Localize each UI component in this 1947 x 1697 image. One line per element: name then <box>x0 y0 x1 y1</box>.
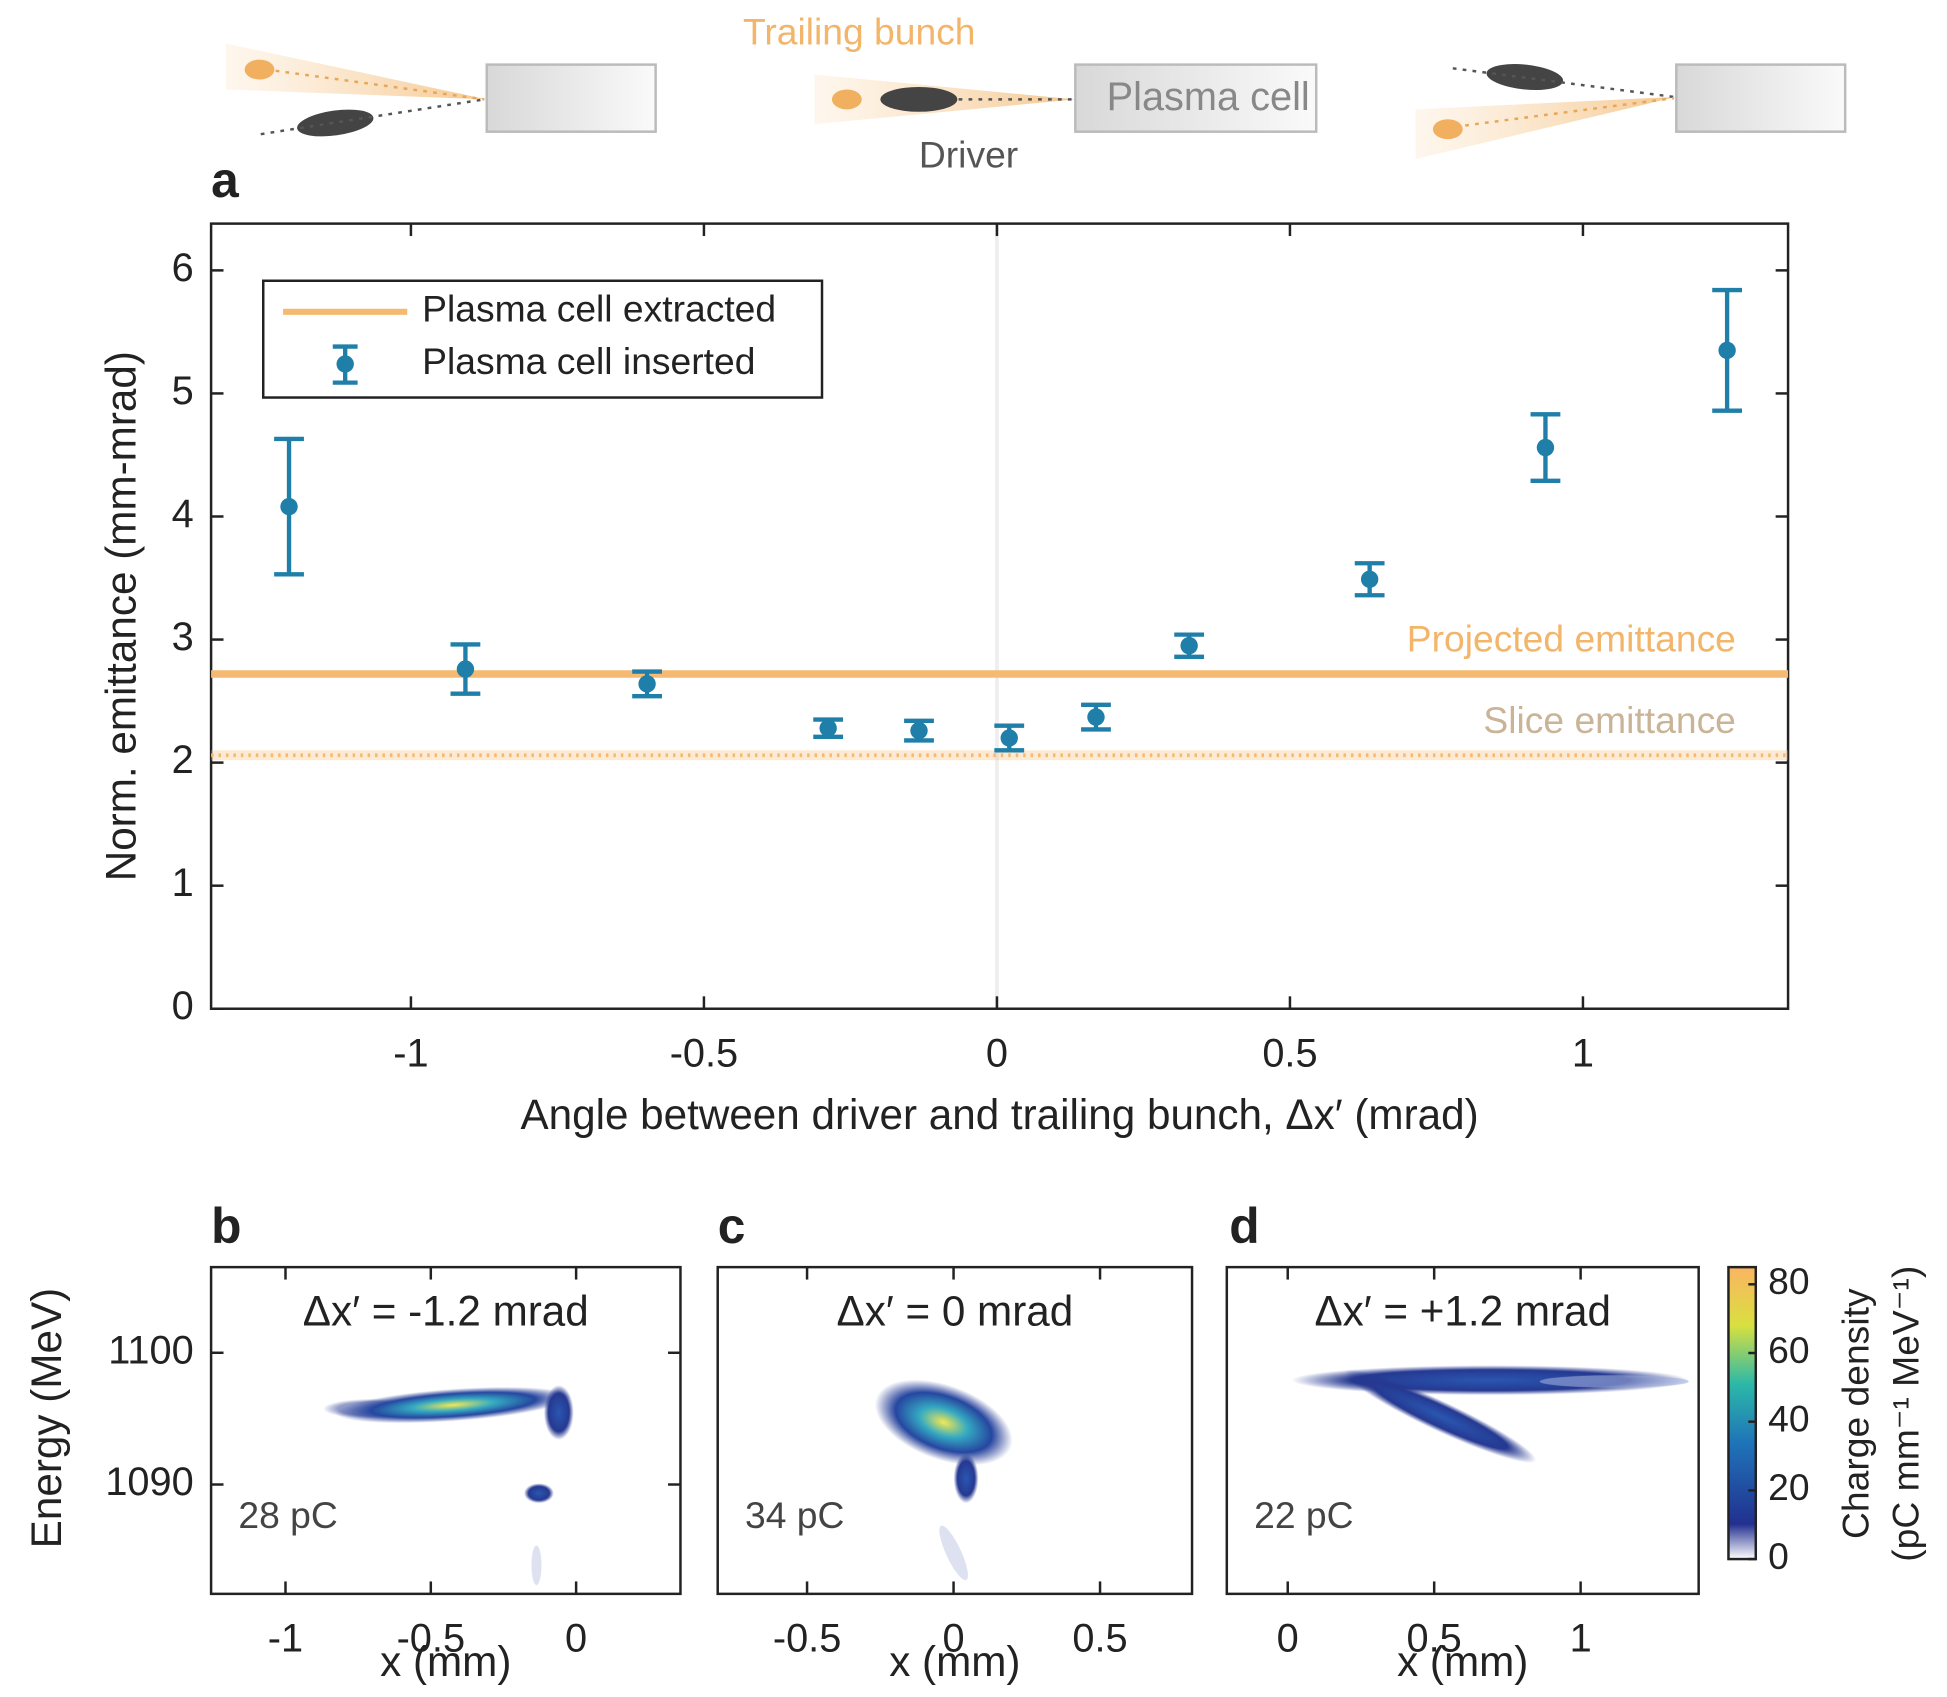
x-tick-label: 0 <box>1277 1617 1299 1661</box>
y-tick-label: 1100 <box>108 1328 193 1372</box>
x-tick-label: 0 <box>943 1617 965 1661</box>
heatmap-blob <box>953 1453 979 1504</box>
data-point <box>1180 637 1198 655</box>
plot-frame <box>209 222 1790 1010</box>
heatmap-blob <box>543 1385 574 1440</box>
data-point <box>910 721 928 740</box>
y-axis-label: Energy (MeV) <box>23 1288 70 1548</box>
x-tick-label: 0 <box>565 1617 587 1661</box>
colorbar-label: Charge density <box>1835 1288 1877 1539</box>
x-tick-label: 0.5 <box>1072 1617 1127 1661</box>
colorbar-tick-label: 60 <box>1768 1329 1809 1371</box>
plasma-cell <box>1675 63 1847 133</box>
legend-box <box>262 279 824 399</box>
charge-label: 34 pC <box>745 1494 844 1536</box>
annotation: Δx′ = -1.2 mrad <box>303 1287 589 1334</box>
x-axis-label: Angle between driver and trailing bunch,… <box>521 1091 1479 1138</box>
panel-letter: d <box>1229 1198 1259 1254</box>
x-tick-label: 0.5 <box>1407 1617 1462 1661</box>
data-point <box>1087 708 1105 726</box>
plot-frame <box>1225 1265 1700 1596</box>
colorbar-label: (pC mm⁻¹ MeV⁻¹) <box>1884 1266 1926 1562</box>
x-tick-label: 0 <box>986 1031 1008 1075</box>
data-point <box>819 719 837 737</box>
plasma-cell <box>485 63 657 133</box>
colorbar-tick-label: 40 <box>1768 1398 1809 1440</box>
heatmap-blob <box>939 1525 968 1581</box>
heatmap-blob <box>1344 1369 1537 1463</box>
y-tick-label: 0 <box>172 984 194 1028</box>
charge-label: 28 pC <box>238 1494 337 1536</box>
x-tick-label: 1 <box>1570 1617 1592 1661</box>
y-tick-label: 6 <box>172 246 194 290</box>
heatmap-images <box>322 1365 1689 1586</box>
x-tick-label: 1 <box>1572 1031 1594 1075</box>
legend-label: Plasma cell extracted <box>422 288 776 330</box>
schematic-label: Plasma cell <box>1107 75 1310 119</box>
y-tick-label: 3 <box>172 615 194 659</box>
y-tick-label: 1 <box>172 861 194 905</box>
heatmap-blob <box>874 1379 1013 1466</box>
data-point <box>1536 438 1555 457</box>
x-tick-label: -1 <box>268 1617 303 1661</box>
beam <box>225 43 487 100</box>
plot-frame <box>716 1265 1194 1596</box>
y-axis-label: Norm. emittance (mm-mrad) <box>97 351 144 881</box>
y-tick-label: 4 <box>172 492 194 536</box>
colorbar <box>1727 1265 1758 1561</box>
data-point <box>1000 729 1018 747</box>
legend-swatch <box>336 355 354 373</box>
heatmap-blob <box>1539 1375 1689 1388</box>
heatmap-blob <box>524 1483 554 1504</box>
x-tick-label: -0.5 <box>670 1031 738 1075</box>
bunch <box>880 86 958 112</box>
schematic: Trailing bunch Plasma cell Driver <box>225 11 1847 176</box>
x-tick-label: -1 <box>393 1031 428 1075</box>
y-tick-label: 1090 <box>105 1460 193 1504</box>
data-point <box>1360 570 1379 588</box>
x-tick-label: -0.5 <box>773 1617 841 1661</box>
x-tick-label: -0.5 <box>397 1617 465 1661</box>
x-axis-label: x (mm) <box>889 1638 1020 1685</box>
y-tick-label: 5 <box>172 369 194 413</box>
bunch <box>297 109 374 137</box>
legend-label: Plasma cell inserted <box>422 340 755 382</box>
reference-label: Slice emittance <box>1483 699 1736 741</box>
x-tick-label: 0.5 <box>1262 1031 1317 1075</box>
reference-label: Projected emittance <box>1407 618 1736 660</box>
schematic-label: Trailing bunch <box>743 11 976 53</box>
charge-label: 22 pC <box>1254 1494 1353 1536</box>
annotation: Δx′ = 0 mrad <box>837 1287 1074 1334</box>
panel-letter: a <box>211 152 239 208</box>
panel-letter: c <box>718 1198 746 1254</box>
heatmap-blob <box>531 1545 542 1586</box>
bunch <box>244 59 275 80</box>
data-point <box>1718 341 1736 360</box>
data-point <box>280 497 298 516</box>
colorbar-tick-label: 0 <box>1768 1535 1789 1577</box>
y-tick-label: 2 <box>172 738 194 782</box>
panel-letter: b <box>211 1198 241 1254</box>
path <box>1452 67 1674 99</box>
x-axis-label: x (mm) <box>380 1638 511 1685</box>
data-point <box>638 675 656 693</box>
x-axis-label: x (mm) <box>1397 1638 1528 1685</box>
plasma-cell <box>1074 63 1318 133</box>
colorbar-tick-label: 80 <box>1768 1260 1809 1302</box>
annotation: Δx′ = +1.2 mrad <box>1314 1287 1611 1334</box>
bunch <box>831 89 862 110</box>
data-point <box>456 660 475 678</box>
schematic-label: Driver <box>919 134 1018 176</box>
plot-frame <box>209 1265 682 1596</box>
bunch <box>1432 119 1463 140</box>
heatmap-blob <box>335 1386 571 1424</box>
colorbar-tick-label: 20 <box>1768 1466 1809 1508</box>
